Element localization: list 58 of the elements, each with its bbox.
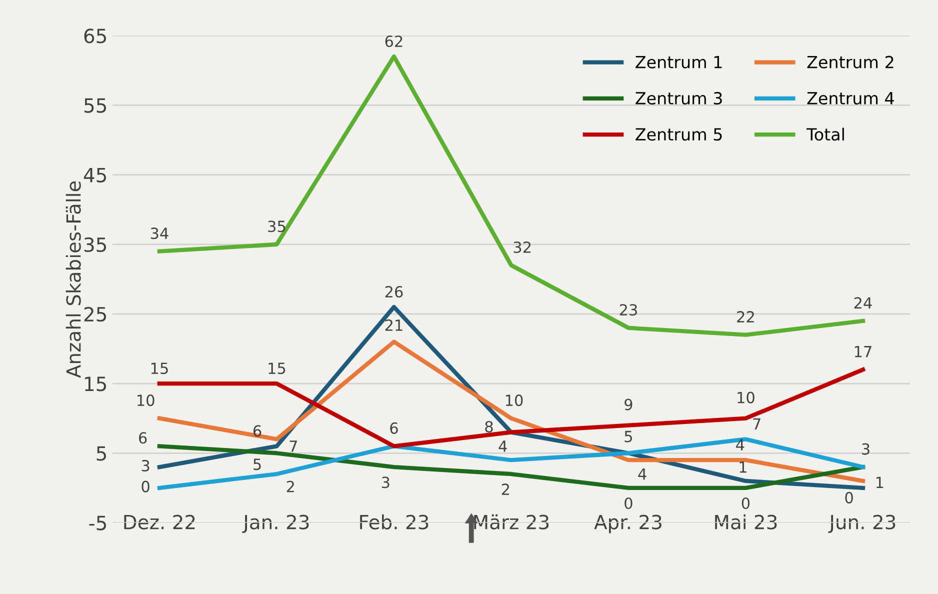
data-label: 5	[254, 458, 261, 470]
data-label: 3	[862, 443, 870, 455]
data-label: 7	[290, 440, 297, 452]
legend-label: Total	[806, 128, 844, 141]
y-tick-label: 45	[84, 168, 106, 182]
data-label: 5	[624, 430, 632, 442]
legend-label: Zentrum 1	[636, 56, 722, 68]
data-label: 32	[514, 241, 531, 254]
data-label: 24	[854, 297, 872, 308]
data-label: 15	[268, 362, 286, 374]
legend-label: Zentrum 4	[807, 92, 894, 105]
data-label: 3	[142, 460, 150, 472]
y-tick-label: 15	[85, 376, 106, 392]
data-label: 4	[638, 468, 646, 480]
y-tick-label: 65	[84, 28, 106, 44]
data-label: 1	[740, 462, 746, 473]
data-label: 2	[502, 484, 509, 495]
data-label: 0	[142, 480, 150, 492]
data-label: 26	[385, 286, 403, 298]
data-label: 10	[738, 392, 754, 404]
y-tick-label: 35	[84, 237, 106, 252]
y-tick-label: 5	[96, 446, 106, 461]
data-label: 1	[876, 476, 884, 488]
data-label: 4	[736, 439, 744, 450]
data-label: 9	[624, 398, 632, 410]
data-label: 3	[382, 476, 390, 488]
data-label: 0	[845, 492, 853, 504]
x-tick-label: Dez. 22	[124, 514, 195, 530]
x-tick-label: Apr. 23	[594, 514, 662, 534]
data-label: 62	[385, 36, 402, 48]
data-label: 0	[624, 497, 632, 510]
x-tick-label: Jun. 23	[828, 514, 896, 534]
data-label: 7	[753, 418, 760, 430]
y-tick-label: 25	[84, 306, 106, 322]
data-label: 4	[498, 440, 507, 452]
legend-label: Zentrum 3	[636, 92, 722, 105]
data-label: 35	[268, 220, 286, 232]
data-label: 6	[139, 432, 147, 444]
y-tick-label: 55	[84, 98, 106, 113]
data-label: 17	[854, 346, 872, 358]
x-tick-label: Feb. 23	[360, 514, 428, 530]
data-label: 6	[390, 422, 398, 434]
data-label: 10	[138, 394, 154, 406]
data-label: 23	[620, 304, 637, 316]
data-label: 15	[151, 362, 168, 374]
data-label: 0	[742, 497, 750, 510]
legend-label: Zentrum 5	[636, 128, 722, 141]
legend-label: Zentrum 2	[807, 56, 894, 68]
data-label: 34	[150, 228, 168, 240]
y-tick-label: -5	[89, 516, 106, 530]
y-axis-title: Anzahl Skabies-Fälle	[66, 181, 81, 378]
data-label: 21	[385, 319, 402, 331]
data-label: 2	[286, 480, 294, 492]
x-tick-label: Jan. 23	[242, 514, 309, 534]
data-label: 10	[506, 394, 523, 406]
data-label: 22	[737, 311, 754, 322]
data-label: 8	[485, 420, 493, 433]
x-tick-label: Mai 23	[715, 514, 777, 530]
